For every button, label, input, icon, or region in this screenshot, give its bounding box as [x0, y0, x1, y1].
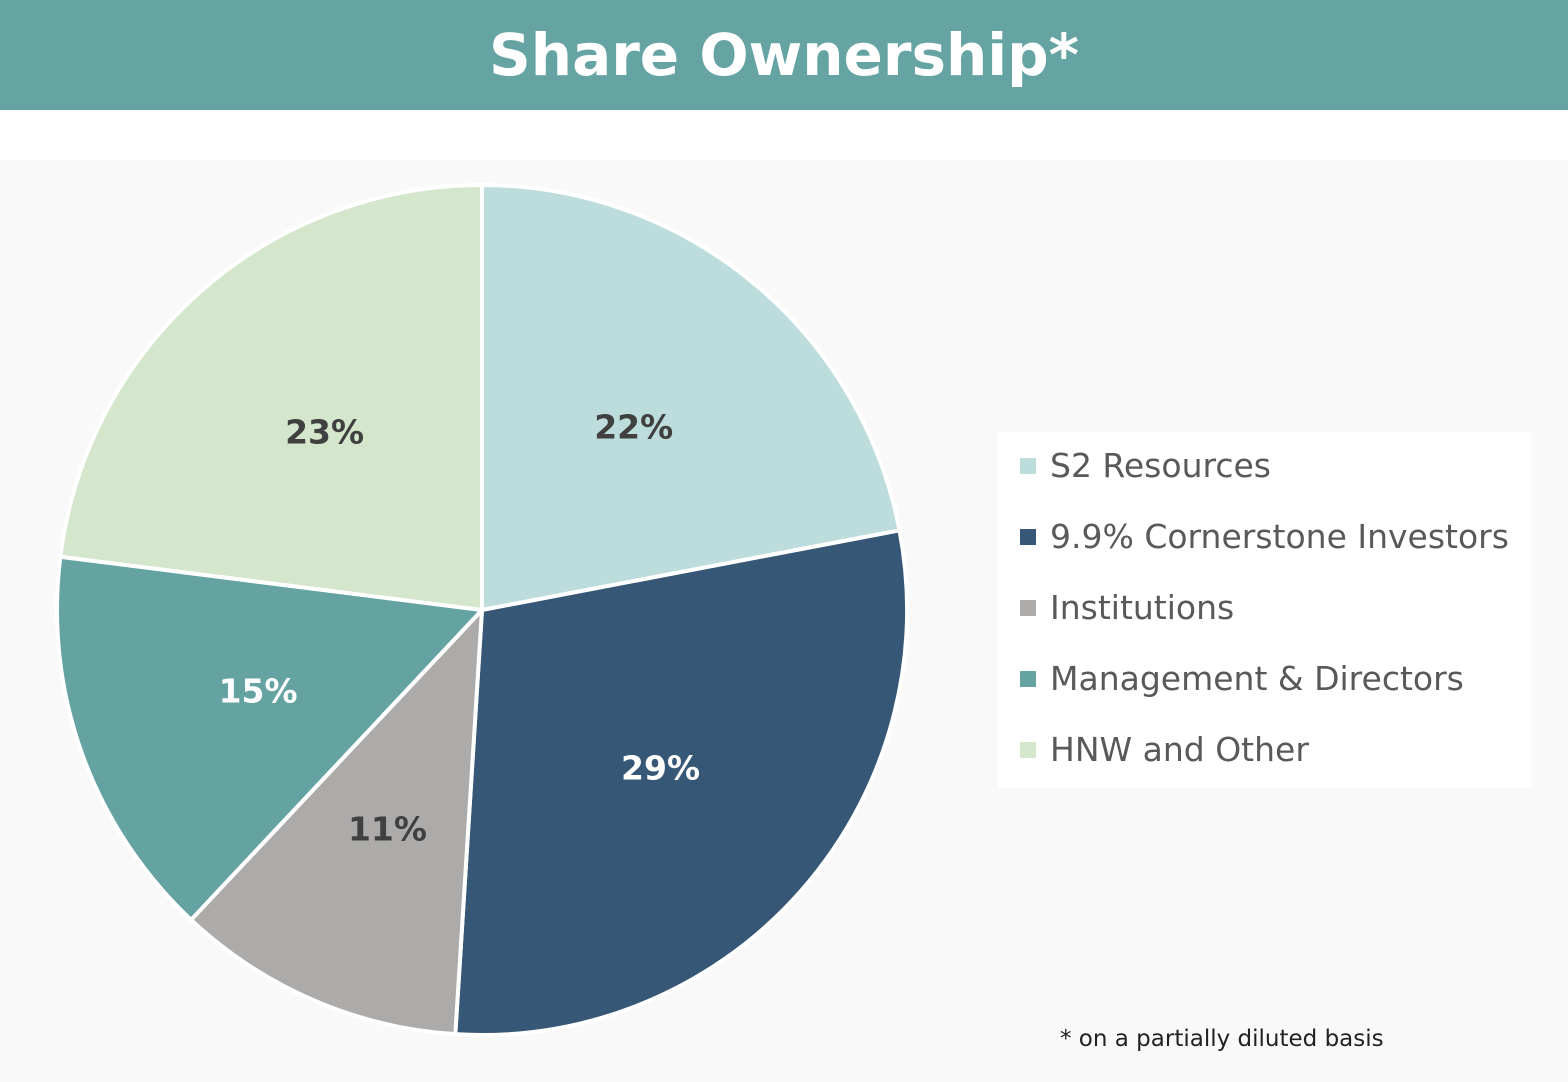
legend-item: Institutions: [1020, 588, 1234, 627]
legend-item: 9.9% Cornerstone Investors: [1020, 517, 1509, 556]
slice-data-label: 23%: [285, 412, 364, 451]
footnote: * on a partially diluted basis: [1060, 1026, 1384, 1052]
legend-item: S2 Resources: [1020, 446, 1271, 485]
pie-slice: [55, 554, 487, 923]
legend-swatch: [1020, 670, 1036, 687]
title-banner: Share Ownership*: [0, 0, 1568, 110]
slice-data-label: 15%: [219, 672, 298, 711]
slice-data-label: 11%: [348, 809, 427, 848]
legend-swatch: [1020, 599, 1036, 616]
legend-label: Management & Directors: [1050, 659, 1464, 698]
legend-swatch: [1020, 741, 1036, 758]
legend-label: 9.9% Cornerstone Investors: [1050, 517, 1509, 556]
chart-title: Share Ownership*: [489, 21, 1079, 89]
spacer-strip: [0, 110, 1568, 160]
slice-data-label: 29%: [621, 748, 700, 787]
legend-swatch: [1020, 457, 1036, 474]
legend-item: HNW and Other: [1020, 730, 1309, 769]
legend-label: S2 Resources: [1050, 446, 1271, 485]
pie-slice: [188, 604, 485, 1037]
legend: S2 Resources 9.9% Cornerstone Investors In…: [998, 432, 1531, 788]
pie-slice: [453, 528, 909, 1037]
pie-slice: [480, 182, 902, 613]
legend-swatch: [1020, 528, 1036, 545]
legend-label: HNW and Other: [1050, 730, 1309, 769]
legend-label: Institutions: [1050, 588, 1235, 627]
pie-slice: [58, 182, 484, 613]
slice-data-label: 22%: [594, 408, 673, 447]
legend-item: Management & Directors: [1020, 659, 1464, 698]
